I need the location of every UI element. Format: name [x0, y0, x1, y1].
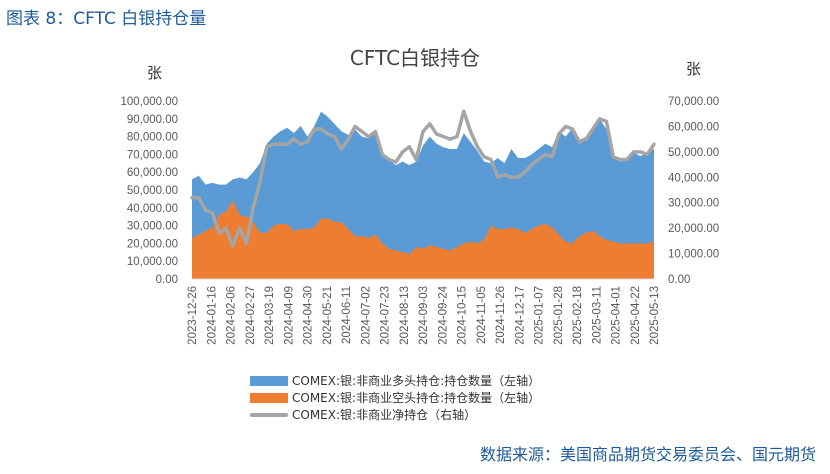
right-axis-unit: 张	[686, 60, 702, 78]
right-tick-label: 20,000.00	[668, 223, 719, 235]
source-note: 数据来源：美国商品期货交易委员会、国元期货	[479, 445, 816, 464]
x-tick-label: 2023-12-26	[187, 286, 199, 345]
x-tick-label: 2025-01-28	[553, 286, 565, 345]
x-tick-label: 2025-01-07	[534, 286, 546, 345]
legend-item-net: COMEX:银:非商业净持仓（右轴）	[250, 406, 540, 423]
left-axis-unit: 张	[147, 64, 163, 82]
right-tick-label: 60,000.00	[668, 121, 719, 133]
legend-swatch-long	[250, 375, 288, 386]
legend-item-long: COMEX:银:非商业多头持仓:持仓数量（左轴）	[250, 372, 540, 389]
x-tick-label: 2025-04-22	[630, 286, 642, 345]
left-tick-label: 20,000.00	[127, 238, 178, 250]
right-tick-label: 0.00	[668, 274, 690, 286]
chart-canvas: 100,000.00 90,000.00 80,000.00 70,000.00 60,…	[120, 96, 719, 345]
right-tick-label: 70,000.00	[668, 96, 719, 108]
x-tick-label: 2024-02-06	[226, 286, 238, 345]
chart-title: CFTC白银持仓	[349, 46, 481, 70]
left-tick-label: 50,000.00	[127, 185, 178, 197]
x-tick-label: 2024-07-23	[380, 286, 392, 345]
x-tick-label: 2024-07-02	[360, 286, 372, 345]
legend-item-short: COMEX:银:非商业空头持仓:持仓数量（左轴）	[250, 389, 540, 406]
figure-label: 图表 8：CFTC 白银持仓量	[6, 9, 207, 29]
left-tick-label: 0.00	[156, 274, 178, 286]
x-tick-label: 2024-08-13	[399, 286, 411, 345]
left-tick-label: 90,000.00	[127, 114, 178, 126]
x-tick-label: 2024-04-09	[283, 286, 295, 345]
legend: COMEX:银:非商业多头持仓:持仓数量（左轴） COMEX:银:非商业空头持仓…	[250, 372, 540, 423]
left-tick-label: 100,000.00	[120, 96, 178, 108]
left-tick-label: 60,000.00	[127, 167, 178, 179]
x-tick-label: 2024-05-21	[322, 286, 334, 345]
x-tick-label: 2024-09-03	[418, 286, 430, 345]
series-net-line	[190, 109, 656, 248]
x-tick-label: 2025-04-01	[611, 286, 623, 345]
legend-swatch-net	[250, 412, 288, 417]
left-tick-label: 80,000.00	[127, 132, 178, 144]
right-tick-label: 40,000.00	[668, 172, 719, 184]
x-tick-label: 2024-03-19	[264, 286, 276, 345]
x-tick-label: 2024-09-24	[437, 285, 449, 344]
right-tick-label: 30,000.00	[668, 198, 719, 210]
x-tick-label: 2024-01-16	[206, 286, 218, 345]
right-tick-label: 10,000.00	[668, 249, 719, 261]
x-tick-label: 2025-03-11	[591, 286, 603, 344]
x-tick-label: 2024-11-05	[476, 286, 488, 344]
x-tick-label: 2024-06-11	[341, 286, 353, 344]
x-tick-label: 2025-05-13	[649, 286, 661, 345]
legend-label-short: COMEX:银:非商业空头持仓:持仓数量（左轴）	[292, 391, 541, 405]
left-tick-label: 10,000.00	[127, 256, 178, 268]
left-tick-label: 30,000.00	[127, 221, 178, 233]
x-tick-label: 2024-10-15	[457, 286, 469, 345]
right-tick-label: 50,000.00	[668, 147, 719, 159]
left-tick-label: 70,000.00	[127, 149, 178, 161]
left-tick-label: 40,000.00	[127, 203, 178, 215]
x-tick-label: 2024-11-26	[495, 286, 507, 344]
legend-label-long: COMEX:银:非商业多头持仓:持仓数量（左轴）	[292, 374, 541, 388]
x-tick-label: 2024-02-27	[245, 286, 257, 345]
series-short-area	[192, 200, 654, 279]
legend-label-net: COMEX:银:非商业净持仓（右轴）	[292, 408, 477, 422]
x-tick-label: 2024-04-30	[303, 286, 315, 345]
x-tick-label: 2025-02-18	[572, 286, 584, 345]
legend-swatch-short	[250, 392, 288, 403]
x-tick-label: 2024-12-17	[514, 286, 526, 345]
